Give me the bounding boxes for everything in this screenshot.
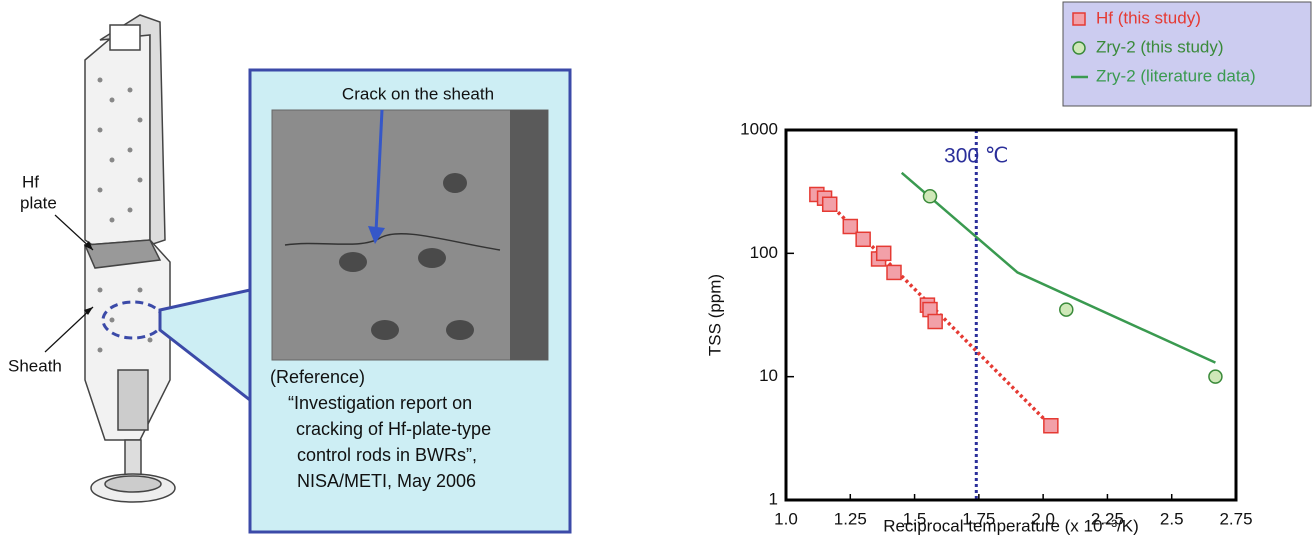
pointer-head [84, 307, 93, 315]
hf-label: Hf [22, 172, 39, 191]
y-tick-label: 10 [759, 366, 778, 385]
crack-arrowhead [368, 226, 385, 244]
callout-connector [158, 288, 252, 404]
reference-line: “Investigation report on [288, 393, 472, 413]
photo-holes [339, 173, 474, 340]
legend-marker [1072, 41, 1086, 55]
y-tick-label: 1000 [740, 119, 778, 138]
y-axis-label: TSS (ppm) [705, 274, 724, 356]
hf-point [842, 218, 859, 235]
photo-caption: Crack on the sheath [342, 84, 494, 103]
x-tick-label: 1.5 [903, 509, 927, 528]
crack-arrow [374, 109, 384, 233]
zry-point [922, 189, 938, 204]
legend-box [1062, 1, 1312, 107]
zry-point [1059, 302, 1074, 317]
x-tick-label: 2.5 [1160, 509, 1184, 528]
y-tick-label: 1 [769, 489, 778, 508]
chart: 1.0 1.25 1.5 1.75 2.0 2.25 2.5 2.75 1 10 100 1000 Re… [705, 1, 1312, 535]
x-tick-label: 2.0 [1031, 509, 1055, 528]
x-tick-label: 1.25 [834, 509, 867, 528]
reference-line: control rods in BWRs”, [297, 445, 477, 465]
zry-point [1208, 369, 1223, 384]
reference-label: 300 ℃ [944, 145, 1008, 168]
photo-edge [510, 110, 548, 360]
pointer [44, 306, 94, 353]
pointer-head [84, 241, 93, 250]
x-tick-label: 1.75 [962, 509, 995, 528]
hf-point [855, 231, 871, 248]
x-tick-label: 1.0 [774, 509, 798, 528]
y-tick-label: 100 [750, 243, 778, 262]
reference-line: cracking of Hf-plate-type [296, 419, 491, 439]
legend-label: Hf (this study) [1096, 8, 1201, 27]
reference-line: (Reference) [270, 367, 365, 387]
hf-point [927, 313, 943, 330]
control-rod-illustration [83, 14, 176, 503]
hf-point [875, 245, 892, 262]
hf-point [821, 196, 838, 213]
hf-point [886, 264, 902, 281]
crack [284, 232, 501, 251]
series-line [900, 171, 1216, 364]
rod-holes [97, 77, 153, 353]
x-tick-label: 2.25 [1091, 509, 1124, 528]
photo [271, 109, 549, 361]
legend-marker [1072, 12, 1086, 26]
legend-label: Zry-2 (this study) [1096, 37, 1224, 56]
hf-label: plate [20, 193, 57, 212]
legend-label: Zry-2 (literature data) [1096, 66, 1256, 85]
reference-line: NISA/METI, May 2006 [297, 471, 476, 491]
hf-point [1043, 417, 1059, 434]
x-tick-label: 2.75 [1219, 509, 1252, 528]
plot-frame [784, 128, 1238, 502]
x-axis-label: Reciprocal temperature (x 10⁻³/K) [883, 516, 1139, 535]
sheath-label: Sheath [8, 356, 62, 375]
